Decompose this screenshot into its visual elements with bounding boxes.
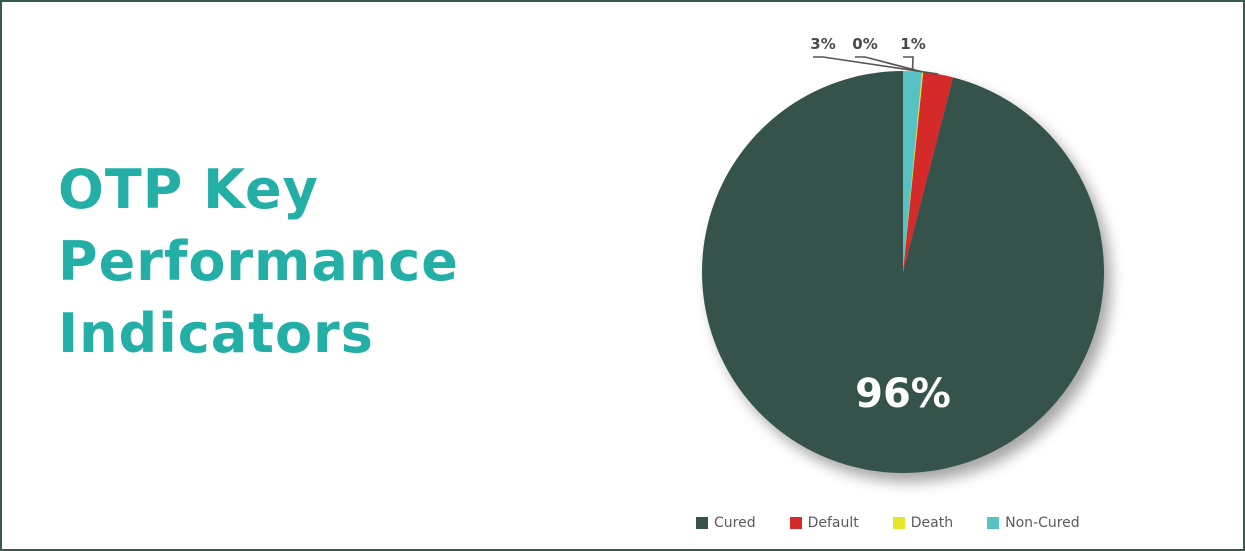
pie-slice-cured (702, 71, 1105, 474)
chart-legend: Cured Default Death Non-Cured (696, 515, 1080, 531)
title-line-1: OTP Key (58, 158, 319, 221)
pie-leader-lines (813, 56, 939, 75)
pie-data-labels: 96% 3% 0% 1% (810, 35, 951, 417)
legend-swatch-death (892, 517, 905, 529)
legend-label-death: Death (910, 515, 954, 531)
data-label-non-cured: 1% (900, 35, 925, 53)
page-title: OTP Key Performance Indicators (58, 154, 488, 370)
title-line-3: Indicators (58, 302, 374, 365)
pie-slice-non-cured (903, 71, 922, 272)
legend-label-cured: Cured (714, 515, 756, 531)
data-label-death: 0% (852, 35, 877, 53)
legend-swatch-non-cured (987, 517, 1000, 529)
legend-label-non-cured: Non-Cured (1005, 515, 1080, 531)
pie-slice-default (903, 72, 953, 272)
legend-item-death: Death (892, 515, 954, 531)
legend-item-default: Default (789, 515, 859, 531)
title-line-2: Performance (58, 230, 459, 293)
leader-line-death (855, 56, 923, 73)
leader-line-non-cured (903, 56, 914, 72)
pie-slice-death (903, 71, 924, 272)
legend-swatch-cured (696, 517, 708, 529)
leader-line-default (813, 56, 939, 75)
legend-swatch-default (789, 517, 802, 529)
data-label-cured: 96% (855, 371, 951, 417)
legend-item-non-cured: Non-Cured (987, 515, 1080, 531)
legend-label-default: Default (807, 515, 859, 531)
data-label-default: 3% (810, 35, 835, 53)
pie-slices (702, 71, 1105, 474)
legend-item-cured: Cured (696, 515, 756, 531)
